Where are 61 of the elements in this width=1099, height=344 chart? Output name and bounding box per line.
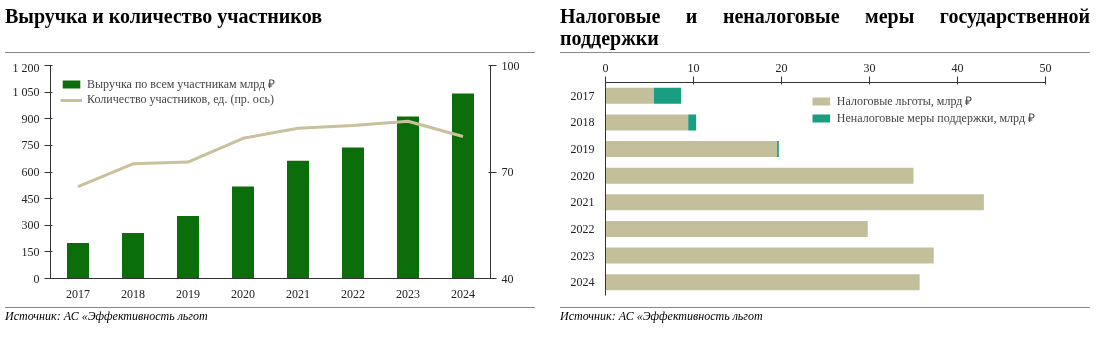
x-tick-label: 20 [775,60,788,75]
bar [287,160,309,279]
bar [605,247,934,264]
y2-tick-label: 40 [501,271,514,286]
y-tick-label: 2018 [570,115,595,130]
x-tick-label: 2020 [231,286,255,301]
legend-label: Количество участников, ед. (пр. ось) [87,92,274,107]
y-tick-label: 2017 [570,88,595,103]
text: Источник: АС «Эффективность льгот [5,308,208,325]
bar [342,147,364,279]
bar [605,220,868,237]
y-tick-label: 600 [21,165,40,179]
bar [397,116,419,279]
bar [653,87,682,104]
y-tick-label: 450 [21,191,40,206]
y-tick-label: 750 [21,138,40,153]
y2-tick-label: 100 [501,58,520,73]
bar [605,114,689,131]
bar [605,274,920,291]
line-series [76,119,465,189]
bar [688,114,697,131]
y-tick-label: 300 [21,218,40,233]
legend-label: Налоговые льготы, млрд ₽ [836,93,973,109]
chart-title: Выручка и количество участников [5,5,322,27]
x-tick-label: 40 [951,60,964,75]
x-tick-label: 30 [863,60,876,75]
x-tick-label: 2018 [121,286,145,301]
x-tick-label: 2019 [176,286,200,301]
x-tick-label: 2024 [451,286,475,301]
x-tick-label: 2021 [286,286,310,301]
y-tick-label: 1 050 [12,85,40,100]
bar [67,243,89,279]
y-tick-label: 0 [33,271,40,286]
x-tick-label: 2023 [396,286,420,301]
chart-title: Налоговые и неналоговые меры государственной поддержки [560,5,1090,49]
legend-label: Неналоговые меры поддержки, млрд ₽ [836,110,1035,126]
x-tick-label: 0 [602,60,609,75]
x-tick-label: 10 [687,60,700,75]
bar [605,194,984,211]
legend-label: Выручка по всем участникам млрд ₽ [87,76,276,92]
y-tick-label: 150 [21,244,40,259]
bar [122,233,144,279]
bar [605,87,654,104]
bar [232,186,254,279]
y-tick-label: 2020 [570,168,595,183]
x-tick-label: 2017 [66,286,90,301]
y-tick-label: 2023 [570,248,595,263]
x-tick-label: 2022 [341,286,365,301]
y-tick-label: 2022 [570,221,595,236]
bar [605,141,778,158]
bar [177,216,199,279]
bar [605,167,914,184]
y-tick-label: 2021 [570,195,595,210]
y-tick-label: 2024 [570,275,595,290]
text: Источник: АС «Эффективность льгот [560,308,763,325]
x-tick-label: 50 [1039,60,1052,75]
y-tick-label: 2019 [570,142,595,157]
y-tick-label: 1 200 [12,60,40,75]
y2-tick-label: 70 [501,165,514,179]
bar [452,93,474,279]
y-tick-label: 900 [21,111,40,126]
